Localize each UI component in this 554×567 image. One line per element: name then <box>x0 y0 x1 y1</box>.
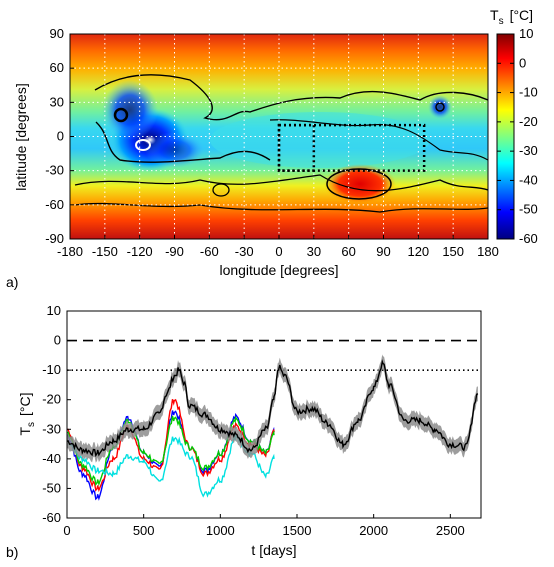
colorbar-label: Ts [°C] <box>490 7 533 27</box>
colorbar-tick-label: -60 <box>519 231 538 246</box>
ts-x-tick-label: 500 <box>133 523 155 538</box>
map-panel: -180 -150 -120 -90 -60 -30 0 30 60 90 120 150 180 90… <box>6 7 538 290</box>
colorbar-tick-label: -10 <box>519 85 538 100</box>
ts-x-tick-label: 0 <box>63 523 70 538</box>
ts-x-tick-label: 2000 <box>359 523 388 538</box>
map-field <box>70 34 488 239</box>
map-y-tick-label: -90 <box>45 231 64 246</box>
ts-y-tick-label: 0 <box>54 333 61 348</box>
ts-y-tick-label: -30 <box>42 421 61 436</box>
contour-cold-white <box>135 139 151 151</box>
map-x-tick-label: 30 <box>307 244 321 259</box>
warm-basin-blob <box>324 164 396 204</box>
map-x-axis-label: longitude [degrees] <box>219 262 338 278</box>
colorbar-ticks: 10 0 -10 -20 -30 -40 -50 -60 <box>497 26 538 246</box>
plot-background <box>67 311 481 518</box>
ts-x-ticks: 0 500 1000 1500 2000 2500 <box>63 514 465 538</box>
contour-central <box>269 119 488 161</box>
colorbar-tick-label: 10 <box>519 26 533 41</box>
ts-y-axis-label-group: Ts [°C] <box>17 392 37 435</box>
map-x-tick-label: -60 <box>200 244 219 259</box>
colorbar-tick-label: -40 <box>519 172 538 187</box>
map-y-tick-label: -30 <box>45 163 64 178</box>
cold-region-east-blob <box>145 132 205 168</box>
map-x-tick-label: -150 <box>92 244 118 259</box>
map-x-tick-label: 150 <box>442 244 464 259</box>
ts-y-ticks: 10 0 -10 -20 -30 -40 -50 -60 <box>42 303 71 525</box>
plot-area <box>67 339 481 501</box>
reference-lines <box>67 339 481 371</box>
colorbar-label-unit: [°C] <box>510 7 534 23</box>
ts-y-axis-label-main: T <box>17 427 33 436</box>
contour-warm-basin <box>326 168 392 200</box>
series-uncertainty-band <box>67 354 478 463</box>
contour-south <box>74 174 488 192</box>
cold-spot-east <box>428 95 452 119</box>
ts-y-tick-label: -60 <box>42 510 61 525</box>
cold-region-north-blob <box>102 80 158 140</box>
ts-y-tick-label: -40 <box>42 451 61 466</box>
contour-north <box>94 74 488 121</box>
map-y-tick-label: -60 <box>45 197 64 212</box>
map-y-tick-label: 30 <box>50 94 64 109</box>
map-y-tick-label: 0 <box>57 129 64 144</box>
map-x-tick-label: 90 <box>376 244 390 259</box>
ts-y-axis-label-unit: [°C] <box>17 392 33 416</box>
cool-region-blob <box>210 112 430 168</box>
series-line <box>67 359 479 458</box>
map-x-tick-label: 120 <box>407 244 429 259</box>
map-y-ticks: 90 60 30 0 -30 -60 -90 <box>45 26 74 246</box>
map-x-tick-label: -120 <box>127 244 153 259</box>
ts-x-axis-label: t [days] <box>251 542 296 558</box>
ts-x-tick-label: 1000 <box>206 523 235 538</box>
map-x-tick-label: -90 <box>165 244 184 259</box>
series-line <box>67 415 275 487</box>
ts-y-tick-label: -10 <box>42 362 61 377</box>
ts-y-axis-label: Ts [°C] <box>17 392 37 435</box>
ts-y-tick-label: -20 <box>42 392 61 407</box>
series-group <box>67 354 479 501</box>
panel-a-label: a) <box>6 274 18 290</box>
map-x-tick-label: 180 <box>477 244 499 259</box>
series-line <box>67 398 275 493</box>
panel-b-label: b) <box>6 544 18 560</box>
map-x-tick-label: 0 <box>275 244 282 259</box>
colorbar <box>496 33 515 240</box>
map-x-tick-label: -180 <box>57 244 83 259</box>
series-line <box>67 410 275 501</box>
contour-small-south <box>212 183 230 197</box>
plot-frame <box>66 310 482 519</box>
map-x-ticks: -180 -150 -120 -90 -60 -30 0 30 60 90 120 150 180 <box>57 235 499 259</box>
map-x-tick-label: 60 <box>341 244 355 259</box>
ts-y-axis-label-sub: s <box>26 422 37 427</box>
colorbar-label-sub: s <box>499 16 504 27</box>
map-y-axis-label: latitude [degrees] <box>13 83 29 190</box>
colorbar-tick-label: 0 <box>519 55 526 70</box>
timeseries-panel: 0 500 1000 1500 2000 2500 10 0 -10 -20 -30 -40 -50 -… <box>6 303 482 560</box>
map-x-tick-label: -30 <box>235 244 254 259</box>
contour-cold-spot-east <box>435 102 445 112</box>
ts-y-tick-label: 10 <box>47 303 61 318</box>
colorbar-tick-label: -30 <box>519 143 538 158</box>
colorbar-label-main: T <box>490 7 499 23</box>
map-y-tick-label: 90 <box>50 26 64 41</box>
colorbar-tick-label: -50 <box>519 202 538 217</box>
ts-x-tick-label: 1500 <box>283 523 312 538</box>
contour-cold-spot <box>113 107 129 123</box>
map-y-tick-label: 60 <box>50 60 64 75</box>
colorbar-tick-label: -20 <box>519 114 538 129</box>
ts-x-tick-label: 2500 <box>436 523 465 538</box>
ts-y-tick-label: -50 <box>42 480 61 495</box>
